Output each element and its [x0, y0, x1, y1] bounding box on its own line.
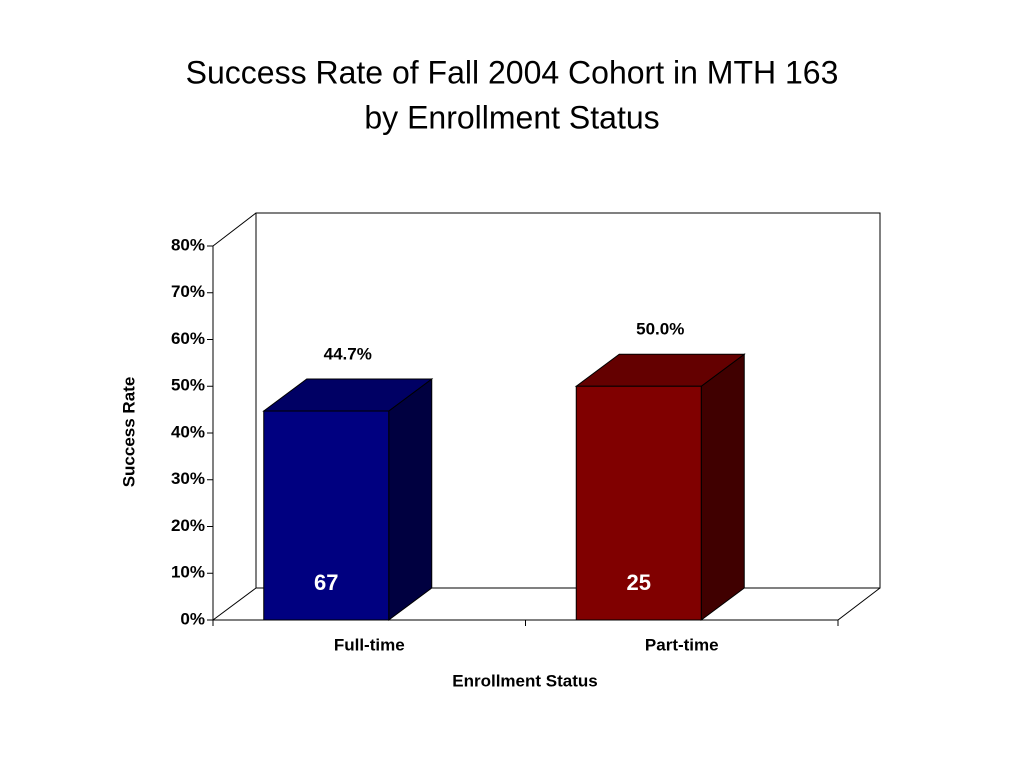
y-tick-label: 60%	[171, 329, 205, 348]
bar-side	[700, 353, 745, 621]
y-tick-label: 70%	[171, 282, 205, 301]
value-label: 44.7%	[324, 345, 372, 364]
y-tick-label: 0%	[180, 609, 205, 628]
inner-label: 67	[314, 570, 338, 595]
floor-edge	[212, 587, 257, 621]
chart-title: Success Rate of Fall 2004 Cohort in MTH …	[186, 54, 839, 90]
y-axis-title: Success Rate	[119, 377, 138, 488]
back-wall	[255, 212, 881, 589]
bar-side	[388, 378, 433, 621]
y-tick-label: 30%	[171, 469, 205, 488]
y-tick-label: 50%	[171, 376, 205, 395]
x-tick-label: Part-time	[645, 635, 719, 654]
chart-title: by Enrollment Status	[364, 99, 659, 135]
value-label: 50.0%	[636, 320, 684, 339]
y-tick-label: 10%	[171, 563, 205, 582]
inner-label: 25	[627, 570, 651, 595]
y-tick-label: 80%	[171, 235, 205, 254]
y-tick-label: 40%	[171, 422, 205, 441]
side-wall-edge	[212, 212, 257, 247]
y-tick-label: 20%	[171, 516, 205, 535]
x-axis-title: Enrollment Status	[452, 671, 597, 690]
bar	[263, 410, 390, 621]
bar	[575, 385, 702, 621]
x-tick-label: Full-time	[334, 635, 405, 654]
